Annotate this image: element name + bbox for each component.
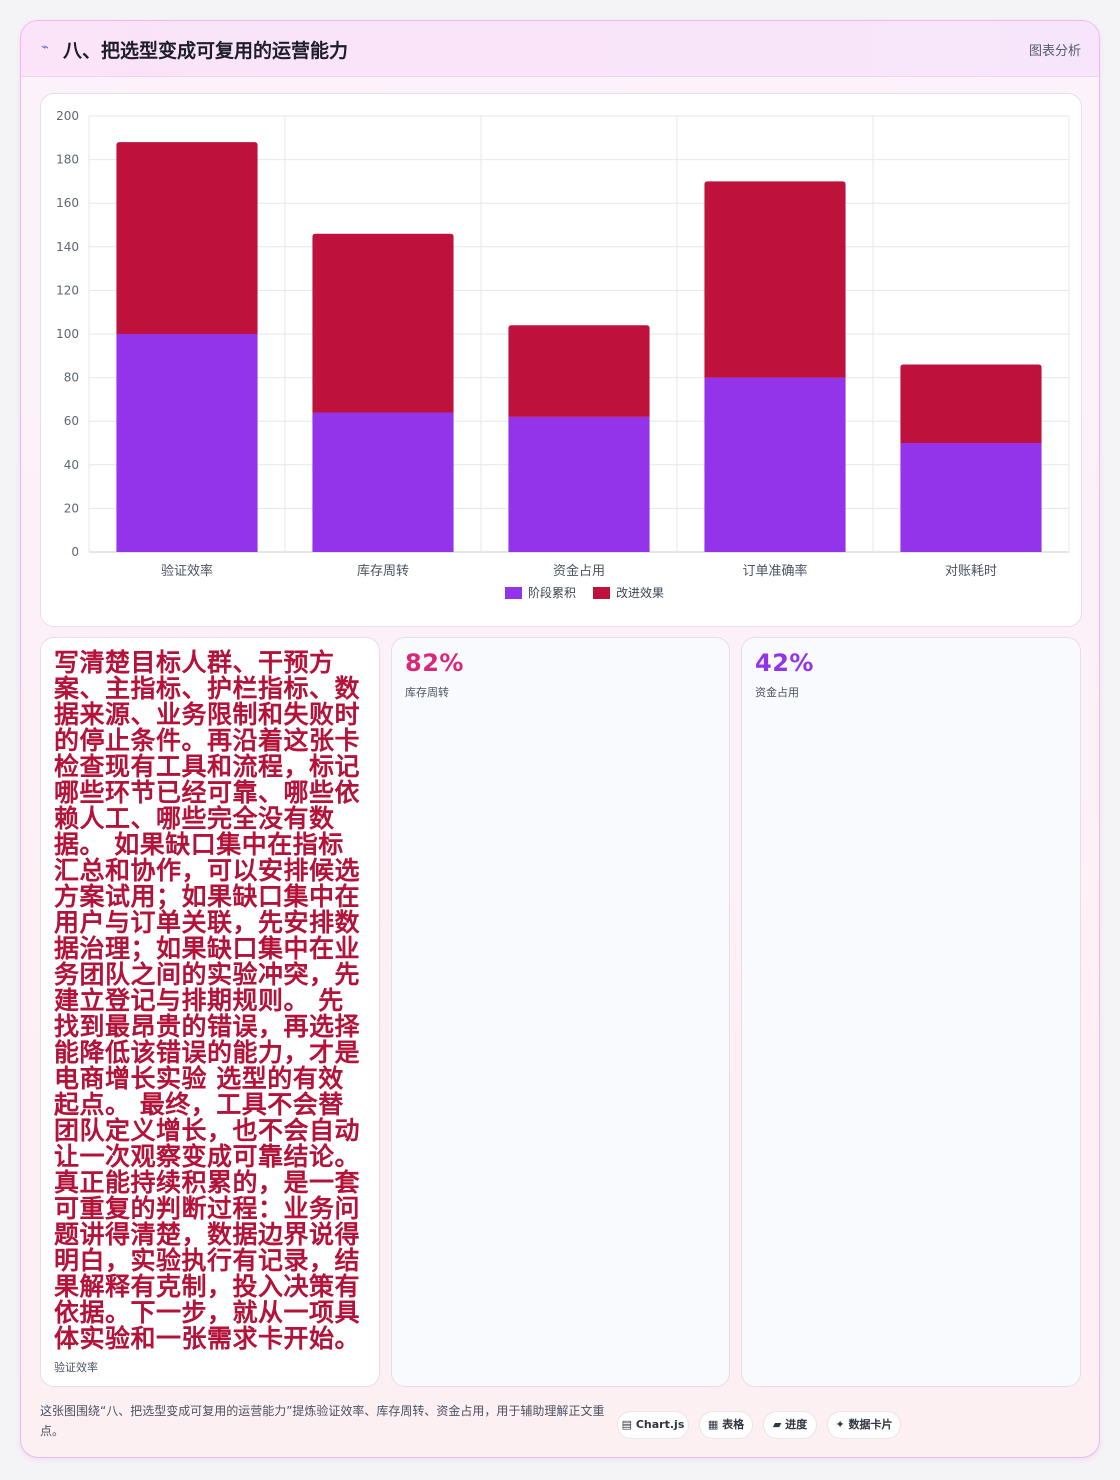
metric-tile-1: 写清楚目标人群、干预方案、主指标、护栏指标、数据来源、业务限制和失败时的停止条件… bbox=[40, 637, 380, 1387]
metric-tile-2-label: 库存周转 bbox=[405, 686, 449, 699]
bar-segment bbox=[116, 142, 258, 334]
y-tick-label: 20 bbox=[64, 501, 79, 515]
legend-swatch bbox=[505, 587, 522, 599]
legend-label: 阶段累积 bbox=[528, 585, 576, 600]
card-header: ⌁ 八、把选型变成可复用的运营能力 图表分析 bbox=[21, 21, 1099, 77]
metric-tile-3-label: 资金占用 bbox=[755, 686, 799, 699]
bar-segment bbox=[900, 443, 1042, 552]
y-tick-label: 120 bbox=[56, 283, 79, 297]
chart-panel: 0 20 40 60 80 100 120 140 160 180 200 验证效率 库存周转 资金占用 订… bbox=[40, 93, 1082, 627]
x-tick-label: 验证效率 bbox=[161, 563, 213, 579]
bar-segment bbox=[704, 181, 846, 378]
page-title: 八、把选型变成可复用的运营能力 bbox=[63, 40, 349, 62]
chip-chartjs[interactable]: ▤ Chart.js bbox=[617, 1411, 689, 1439]
y-tick-label: 60 bbox=[64, 414, 79, 428]
chart-card: ⌁ 八、把选型变成可复用的运营能力 图表分析 0 20 40 60 80 100 120 14… bbox=[20, 20, 1100, 1458]
bar-segment bbox=[312, 412, 454, 552]
chip-progress-label: 进度 bbox=[785, 1418, 808, 1431]
bar-segment bbox=[116, 334, 258, 552]
metric-tile-1-value: 写清楚目标人群、干预方案、主指标、护栏指标、数据来源、业务限制和失败时的停止条件… bbox=[54, 648, 361, 1353]
x-tick-label: 对账耗时 bbox=[945, 564, 997, 579]
chip-data-card[interactable]: ✦ 数据卡片 bbox=[827, 1411, 901, 1439]
metric-tile-2: 82% 库存周转 bbox=[391, 637, 730, 1387]
legend-swatch bbox=[593, 587, 610, 599]
y-tick-label: 180 bbox=[56, 153, 79, 167]
x-tick-label: 库存周转 bbox=[357, 563, 409, 579]
chip-table-label: 表格 bbox=[722, 1418, 745, 1431]
y-tick-label: 160 bbox=[56, 196, 79, 210]
y-tick-label: 80 bbox=[64, 371, 79, 385]
metric-tile-2-value: 82% bbox=[405, 649, 464, 677]
bar-segment bbox=[508, 325, 650, 417]
x-tick-label: 订单准确率 bbox=[742, 563, 807, 579]
chip-data-card-label: 数据卡片 bbox=[848, 1418, 893, 1431]
chip-progress[interactable]: ▰ 进度 bbox=[763, 1411, 817, 1439]
metric-tile-1-label: 验证效率 bbox=[54, 1361, 98, 1374]
chip-table[interactable]: ▦ 表格 bbox=[699, 1411, 753, 1439]
metric-tile-3: 42% 资金占用 bbox=[741, 637, 1081, 1387]
bar-segment bbox=[508, 416, 650, 552]
chart-analysis-tag: 图表分析 bbox=[1028, 44, 1081, 59]
trend-line-icon: ⌁ bbox=[41, 40, 49, 55]
stacked-bar-chart: 0 20 40 60 80 100 120 140 160 180 200 验证效率 库存周转 资金占用 订… bbox=[56, 109, 1070, 600]
metric-tile-3-value: 42% bbox=[755, 649, 814, 677]
x-tick-label: 资金占用 bbox=[553, 563, 605, 579]
chart-icon: ▤ bbox=[621, 1418, 633, 1431]
footer-caption: 这张图围绕“八、把选型变成可复用的运营能力”提炼验证效率、库存周转、资金占用，用… bbox=[40, 1404, 605, 1438]
bar-segment bbox=[704, 377, 846, 552]
progress-icon: ▰ bbox=[772, 1418, 782, 1431]
y-tick-label: 140 bbox=[56, 240, 79, 254]
chip-chartjs-label: Chart.js bbox=[635, 1418, 685, 1431]
y-tick-label: 40 bbox=[64, 458, 79, 472]
y-tick-label: 200 bbox=[56, 109, 79, 123]
legend-label: 改进效果 bbox=[616, 585, 664, 600]
y-tick-label: 100 bbox=[56, 327, 79, 341]
table-icon: ▦ bbox=[707, 1418, 719, 1431]
sparkle-icon: ✦ bbox=[835, 1418, 845, 1431]
bar-segment bbox=[900, 364, 1042, 443]
bar-segment bbox=[312, 233, 454, 413]
y-tick-label: 0 bbox=[71, 545, 79, 559]
